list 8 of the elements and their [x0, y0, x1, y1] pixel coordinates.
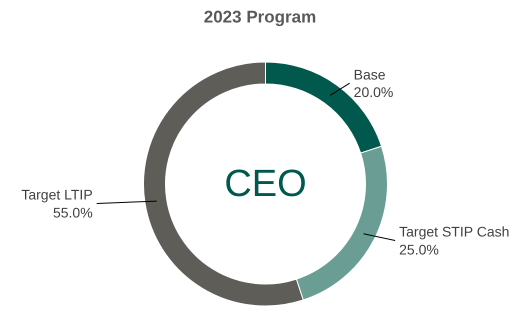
chart-title: 2023 Program	[204, 8, 316, 26]
slice-label: Base	[354, 66, 386, 82]
data-label: 20.0%	[354, 84, 394, 100]
slice-label: Target LTIP	[21, 186, 93, 203]
data-label: 55.0%	[52, 204, 93, 220]
text: CEO	[224, 162, 307, 205]
slice-label: Target STIP Cash	[399, 224, 510, 240]
data-label: 25.0%	[399, 241, 439, 258]
